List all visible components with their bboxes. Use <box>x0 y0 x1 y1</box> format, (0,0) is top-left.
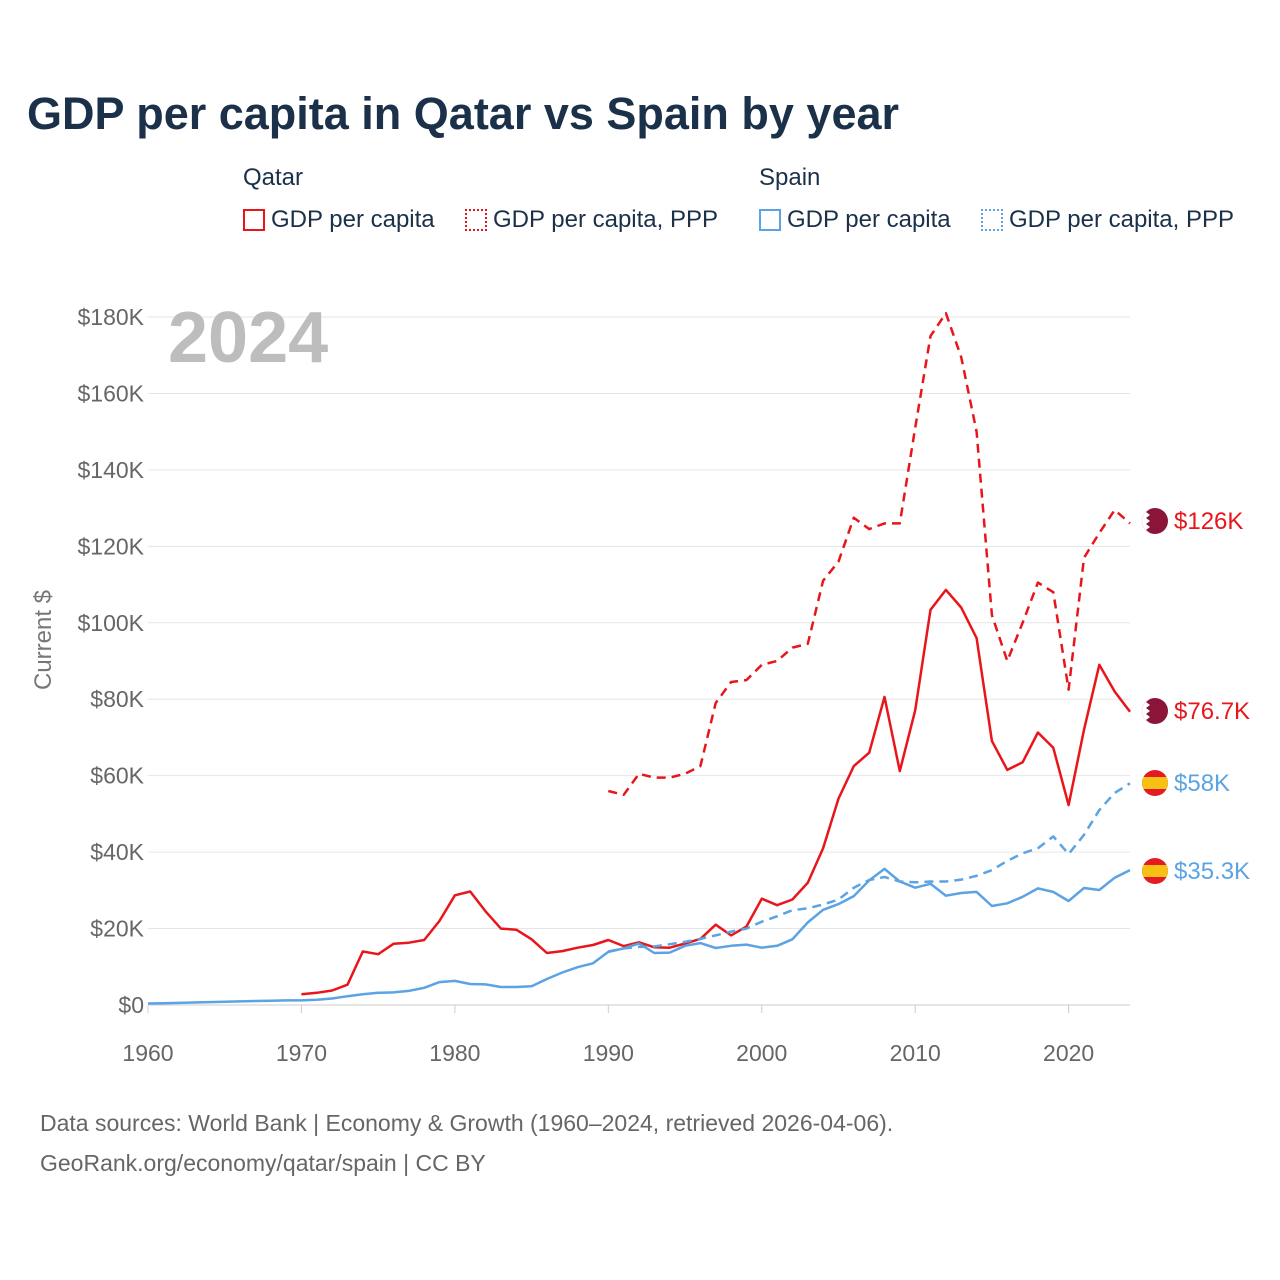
x-tick-label: 1990 <box>583 1040 634 1066</box>
y-axis-title: Current $ <box>30 590 57 690</box>
legend-item-spain-gdp[interactable]: GDP per capita <box>759 206 951 234</box>
y-tick-label: $100K <box>77 610 144 636</box>
legend-item-qatar-gdp-ppp[interactable]: GDP per capita, PPP <box>465 206 718 234</box>
spain-flag-icon <box>1142 770 1168 796</box>
y-tick-label: $60K <box>90 763 144 789</box>
footer-attribution[interactable]: GeoRank.org/economy/qatar/spain | CC BY <box>40 1150 486 1176</box>
series-line-3[interactable] <box>608 782 1131 953</box>
axes: $0 $20K $40K $60K $80K $100K $120K $140K $160K $1… <box>77 304 1094 1066</box>
footer-sources: Data sources: World Bank | Economy & Gro… <box>40 1110 894 1136</box>
x-tick-label: 2020 <box>1043 1040 1094 1066</box>
qatar-flag-icon <box>1142 508 1168 534</box>
y-tick-label: $20K <box>90 916 144 942</box>
x-tick-label: 1960 <box>122 1040 173 1066</box>
series-end-label: $35.3K <box>1174 858 1250 885</box>
legend-item-spain-gdp-ppp[interactable]: GDP per capita, PPP <box>981 206 1234 234</box>
legend-label-qatar-gdp: GDP per capita <box>271 206 435 233</box>
legend-swatch-qatar-gdp <box>243 209 265 231</box>
spain-flag-icon <box>1142 858 1168 884</box>
x-tick-label: 2010 <box>890 1040 941 1066</box>
legend-label-spain-gdp-ppp: GDP per capita, PPP <box>1009 206 1234 233</box>
series-end-label: $76.7K <box>1174 698 1250 725</box>
series-line-1[interactable] <box>608 311 1131 797</box>
series-lines <box>147 311 1131 1005</box>
legend-swatch-spain-gdp-ppp <box>981 209 1003 231</box>
y-tick-label: $80K <box>90 686 144 712</box>
x-tick-label: 1970 <box>276 1040 327 1066</box>
legend-group-spain: Spain <box>759 164 821 191</box>
legend-label-spain-gdp: GDP per capita <box>787 206 951 233</box>
y-tick-label: $0 <box>118 992 144 1018</box>
x-tick-label: 2000 <box>736 1040 787 1066</box>
chart-title: GDP per capita in Qatar vs Spain by year <box>27 88 900 139</box>
y-tick-label: $180K <box>77 304 144 330</box>
end-flags <box>1142 508 1168 884</box>
y-tick-label: $40K <box>90 839 144 865</box>
y-tick-label: $160K <box>77 380 144 406</box>
legend-label-qatar-gdp-ppp: GDP per capita, PPP <box>493 206 718 233</box>
legend-swatch-qatar-gdp-ppp <box>465 209 487 231</box>
legend-swatch-spain-gdp <box>759 209 781 231</box>
series-end-label: $58K <box>1174 770 1230 797</box>
legend-group-qatar: Qatar <box>243 164 304 191</box>
series-line-2[interactable] <box>147 867 1131 1005</box>
year-label: 2024 <box>168 298 328 378</box>
legend-item-qatar-gdp[interactable]: GDP per capita <box>243 206 435 234</box>
grid-lines <box>148 316 1130 1006</box>
series-end-label: $126K <box>1174 508 1243 535</box>
y-tick-label: $120K <box>77 533 144 559</box>
y-tick-label: $140K <box>77 457 144 483</box>
qatar-flag-icon <box>1142 698 1168 724</box>
series-line-0[interactable] <box>301 588 1131 996</box>
x-tick-label: 1980 <box>429 1040 480 1066</box>
end-labels: $76.7K $126K $35.3K $58K <box>1174 508 1250 885</box>
